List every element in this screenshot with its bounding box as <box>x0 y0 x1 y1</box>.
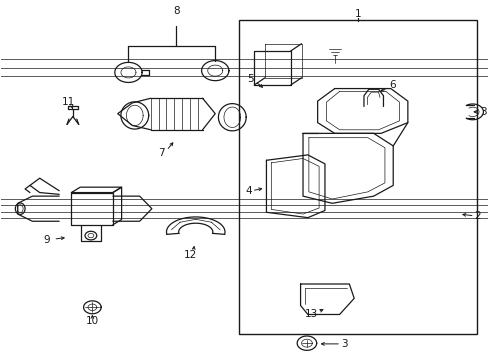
Text: 3: 3 <box>341 339 347 349</box>
Text: 2: 2 <box>473 211 480 221</box>
Text: 1: 1 <box>354 9 360 19</box>
Text: 4: 4 <box>244 186 251 196</box>
Text: 5: 5 <box>247 74 254 84</box>
Text: 6: 6 <box>388 80 395 90</box>
Bar <box>238 21 476 334</box>
Text: 3: 3 <box>479 107 486 117</box>
Text: 11: 11 <box>61 97 75 107</box>
Text: 9: 9 <box>43 235 50 245</box>
Text: 12: 12 <box>184 250 197 260</box>
Text: 7: 7 <box>158 148 164 158</box>
Text: 10: 10 <box>85 316 99 325</box>
Text: 8: 8 <box>173 6 179 17</box>
Text: 13: 13 <box>305 309 318 319</box>
